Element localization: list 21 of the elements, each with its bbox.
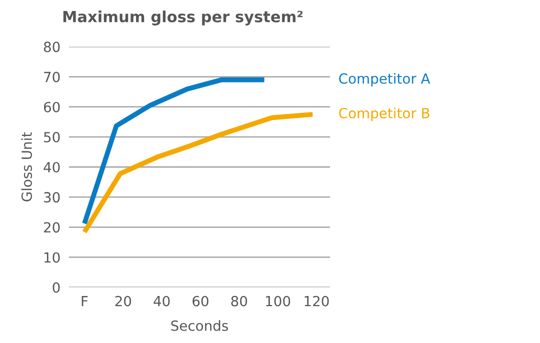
text: Competitor A xyxy=(339,73,430,87)
x-tick-label: F xyxy=(82,296,88,306)
y-tick-label: 70 xyxy=(44,72,60,82)
x-tick-label: 100 xyxy=(266,296,290,306)
y-tick-label: 60 xyxy=(44,102,60,112)
x-tick-label: 80 xyxy=(231,296,248,306)
chart-title: Maximum gloss per system² xyxy=(63,10,303,26)
y-tick-label: 40 xyxy=(44,162,60,172)
x-tick-label: 40 xyxy=(154,296,170,306)
x-tick-label: 60 xyxy=(192,296,208,306)
y-tick-label: 10 xyxy=(44,252,60,263)
y-tick-label: 0 xyxy=(52,282,60,293)
y-tick-label: 50 xyxy=(44,132,60,142)
y-tick-label: 20 xyxy=(44,222,60,233)
series-label: Competitor B xyxy=(339,108,430,122)
y-axis-title: Gloss Unit xyxy=(21,132,32,202)
x-tick-label: 120 xyxy=(304,296,329,306)
x-axis-title: Seconds xyxy=(171,320,228,331)
y-tick-label: 30 xyxy=(44,192,60,203)
x-tick-label: 20 xyxy=(115,296,132,306)
y-tick-label: 80 xyxy=(44,42,60,52)
